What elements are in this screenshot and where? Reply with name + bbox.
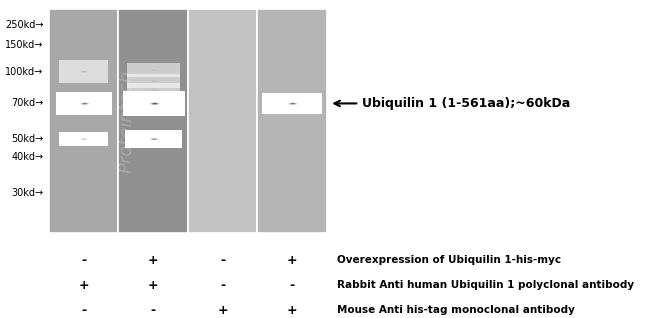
Text: 40kd→: 40kd→ bbox=[12, 152, 44, 162]
Text: -: - bbox=[289, 279, 294, 292]
Text: 50kd→: 50kd→ bbox=[11, 134, 44, 144]
Text: 150kd→: 150kd→ bbox=[5, 40, 44, 50]
Text: Ubiquilin 1 (1-561aa);~60kDa: Ubiquilin 1 (1-561aa);~60kDa bbox=[362, 97, 570, 110]
Text: -: - bbox=[81, 304, 86, 317]
Text: Overexpression of Ubiquilin 1-his-myc: Overexpression of Ubiquilin 1-his-myc bbox=[337, 255, 562, 265]
Text: Proteintech: Proteintech bbox=[118, 70, 136, 173]
Text: Rabbit Anti human Ubiquilin 1 polyclonal antibody: Rabbit Anti human Ubiquilin 1 polyclonal… bbox=[337, 280, 634, 290]
Text: -: - bbox=[220, 279, 225, 292]
Text: +: + bbox=[79, 279, 89, 292]
Text: -: - bbox=[81, 253, 86, 266]
Text: +: + bbox=[148, 279, 159, 292]
Text: 70kd→: 70kd→ bbox=[11, 99, 44, 108]
Text: Mouse Anti his-tag monoclonal antibody: Mouse Anti his-tag monoclonal antibody bbox=[337, 306, 575, 315]
Text: +: + bbox=[148, 253, 159, 266]
Text: 250kd→: 250kd→ bbox=[5, 20, 44, 30]
Text: 100kd→: 100kd→ bbox=[5, 67, 44, 77]
Text: -: - bbox=[151, 304, 155, 317]
Text: 30kd→: 30kd→ bbox=[12, 188, 44, 198]
Text: -: - bbox=[220, 253, 225, 266]
Text: +: + bbox=[287, 253, 297, 266]
Text: +: + bbox=[217, 304, 228, 317]
Text: +: + bbox=[287, 304, 297, 317]
